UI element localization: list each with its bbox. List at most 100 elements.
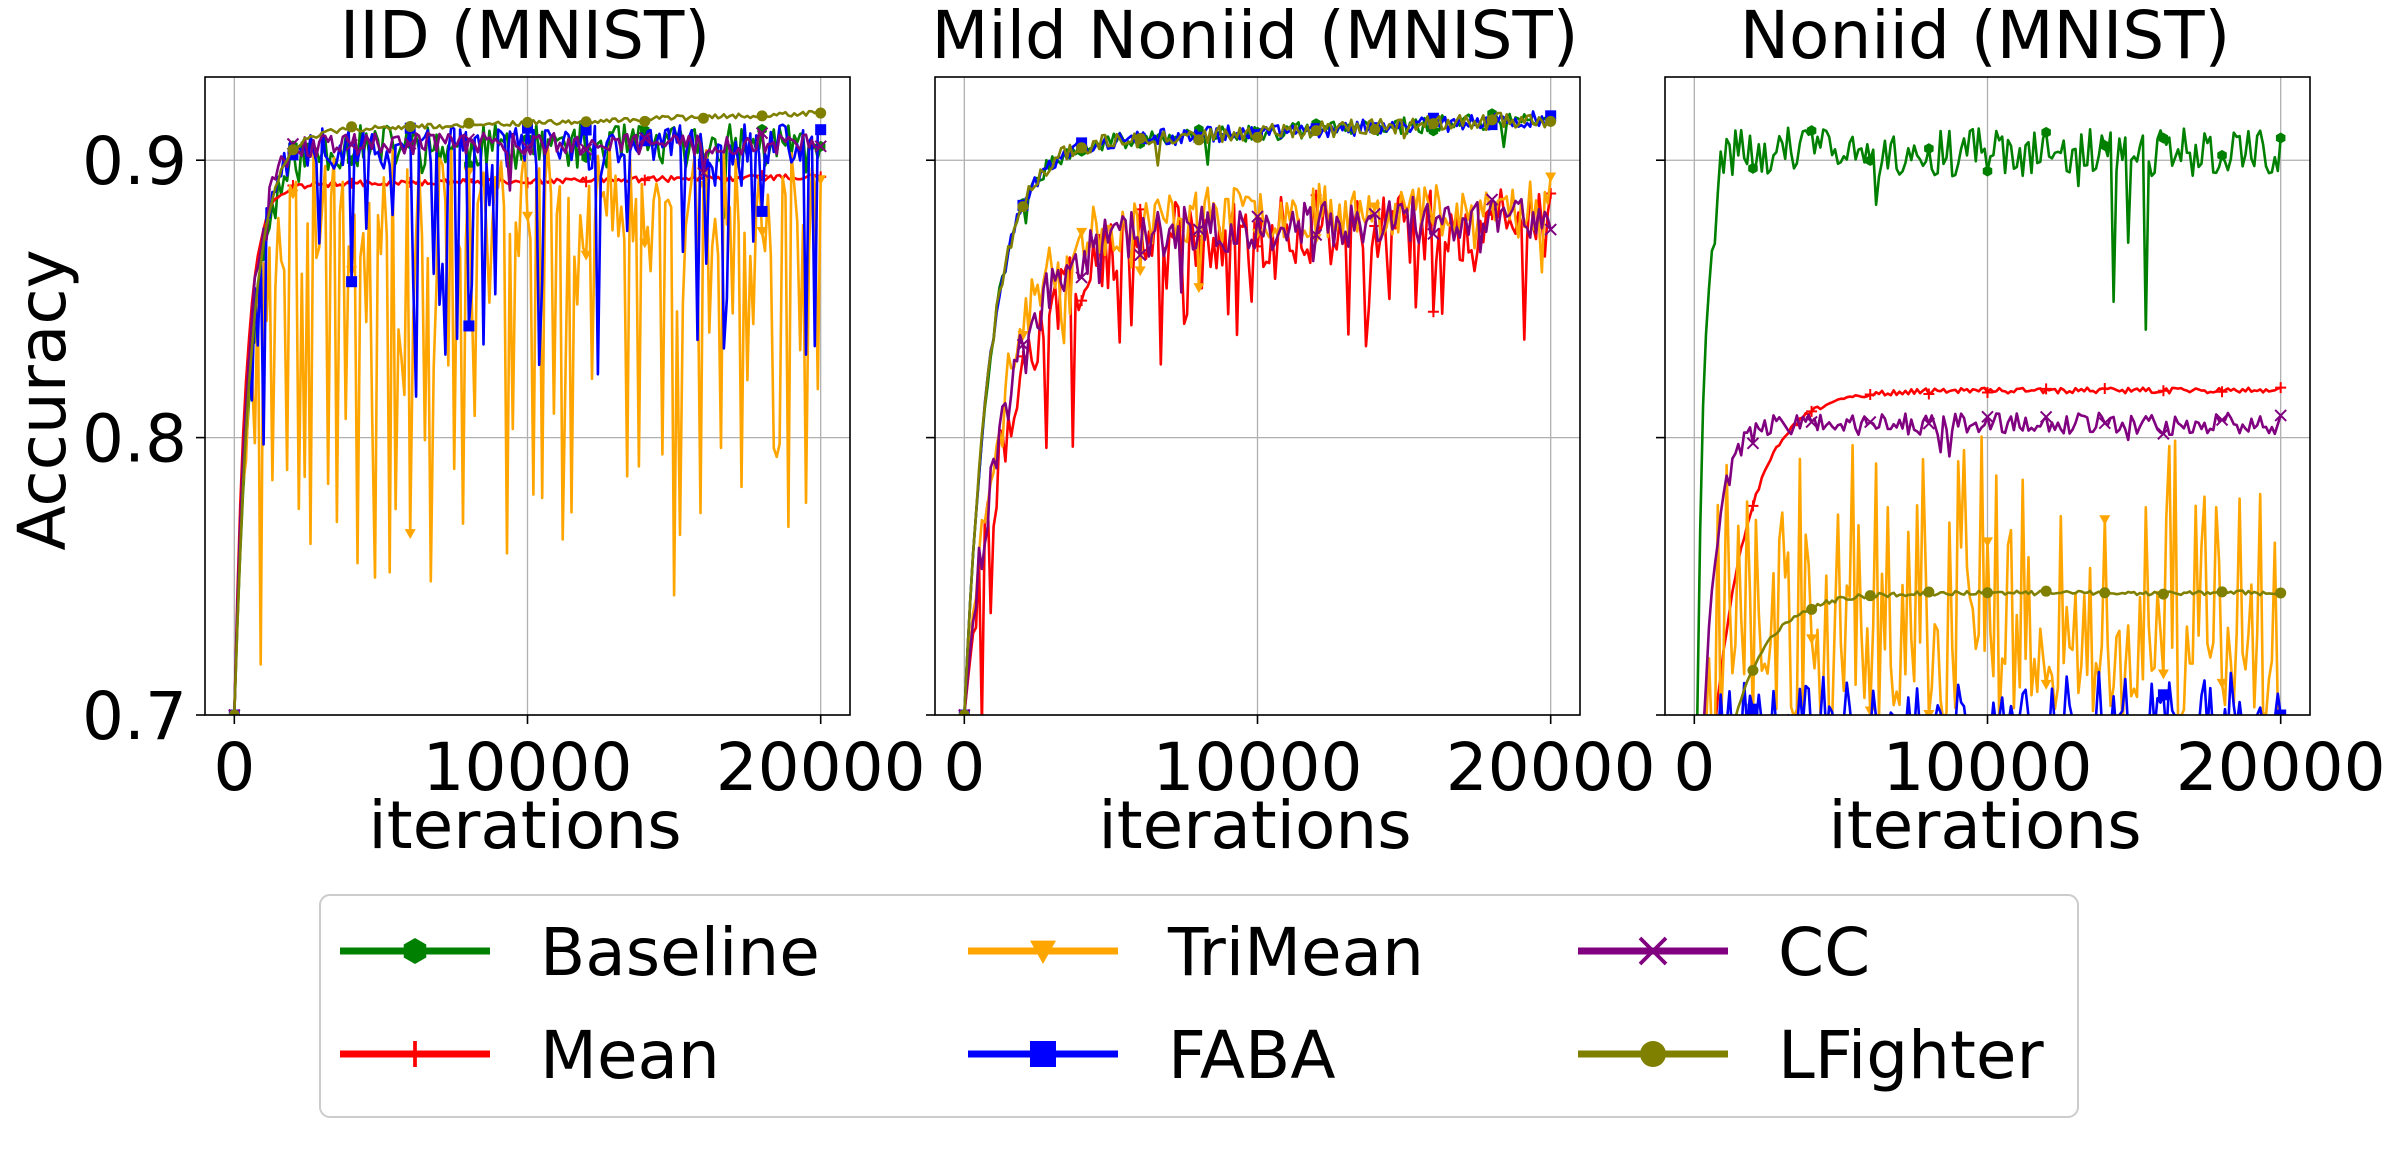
series-marker-cc bbox=[345, 138, 358, 152]
series-marker-cc bbox=[2098, 416, 2111, 430]
series-marker-cc bbox=[755, 126, 769, 140]
series-marker-mean bbox=[2157, 385, 2169, 397]
series-marker-lfighter bbox=[697, 112, 709, 124]
series-marker-lfighter bbox=[1747, 664, 1759, 676]
series-marker-lfighter bbox=[463, 117, 475, 129]
series-marker-trimean bbox=[2099, 515, 2111, 526]
series-marker-lfighter bbox=[287, 144, 299, 156]
series-marker-cc bbox=[638, 131, 651, 145]
panel-mild-noniid: Mild Noniid (MNIST) iterations 0 10000 200… bbox=[926, 0, 1656, 864]
series-marker-lfighter bbox=[1982, 587, 1993, 599]
legend-entry-cc: CC bbox=[1578, 914, 1870, 991]
series-marker-lfighter bbox=[404, 120, 416, 132]
series-marker-mean bbox=[1747, 500, 1759, 512]
panel-title: Mild Noniid (MNIST) bbox=[931, 0, 1578, 74]
series-marker-cc bbox=[404, 137, 417, 150]
series-marker-cc bbox=[521, 141, 534, 154]
series-marker-trimean bbox=[287, 189, 299, 200]
legend-marker bbox=[1640, 1041, 1666, 1067]
series-marker-lfighter bbox=[958, 709, 970, 715]
series-marker-lfighter bbox=[1486, 114, 1498, 126]
series-marker-cc bbox=[1075, 271, 1088, 284]
series-marker-lfighter bbox=[756, 110, 768, 122]
series-marker-trimean bbox=[1134, 266, 1146, 277]
series-marker-mean bbox=[2275, 382, 2287, 394]
series-marker-cc bbox=[462, 133, 476, 146]
series-marker-mean bbox=[639, 174, 651, 186]
series-marker-cc bbox=[1485, 193, 1499, 206]
series-marker-baseline bbox=[1982, 165, 1993, 177]
series-marker-cc bbox=[814, 140, 827, 153]
panel-title: Noniid (MNIST) bbox=[1740, 0, 2231, 74]
legend-label: TriMean bbox=[1167, 914, 1424, 991]
series-marker-lfighter bbox=[346, 121, 358, 133]
series-marker-baseline bbox=[1865, 154, 1875, 166]
x-axis-label: iterations bbox=[1828, 787, 2141, 864]
legend-label: LFighter bbox=[1778, 1017, 2044, 1094]
series-marker-trimean bbox=[1806, 634, 1818, 645]
series-marker-cc bbox=[2039, 410, 2053, 424]
y-axis-label: Accuracy bbox=[4, 249, 81, 550]
series-marker-cc bbox=[579, 143, 593, 156]
series-marker-baseline bbox=[2217, 149, 2227, 161]
series-group bbox=[228, 107, 827, 715]
legend-entry-trimean: TriMean bbox=[968, 914, 1424, 991]
series-marker-lfighter bbox=[2040, 585, 2052, 597]
series-marker-mean bbox=[580, 176, 592, 188]
series-marker-lfighter bbox=[522, 116, 533, 128]
legend-label: Mean bbox=[540, 1017, 720, 1094]
series-marker-cc bbox=[1922, 417, 1936, 430]
series-marker-cc bbox=[1134, 248, 1147, 262]
series-marker-lfighter bbox=[2216, 586, 2228, 598]
legend-marker bbox=[403, 938, 427, 964]
series-marker-cc bbox=[1427, 227, 1440, 241]
panel-iid: IID (MNIST) iterations 0 10000 20000 0.7 0.8… bbox=[82, 0, 926, 864]
series-marker-trimean bbox=[2157, 669, 2169, 680]
series-marker-mean bbox=[2040, 383, 2052, 395]
series-marker-faba bbox=[2275, 709, 2287, 715]
series-marker-lfighter bbox=[580, 116, 592, 128]
series-marker-cc bbox=[1251, 210, 1264, 223]
series-marker-lfighter bbox=[2275, 587, 2287, 599]
legend-marker bbox=[1030, 1041, 1056, 1067]
series-marker-cc bbox=[1544, 223, 1557, 236]
y-tick-label: 0.8 bbox=[82, 401, 187, 478]
legend: Baseline Mean TriMean FABA CC LFighter bbox=[319, 894, 2079, 1118]
series-marker-trimean bbox=[2040, 679, 2052, 690]
y-tick-label: 0.9 bbox=[82, 123, 187, 200]
series-marker-cc bbox=[1864, 415, 1877, 429]
series-marker-mean bbox=[346, 177, 358, 189]
series-marker-trimean bbox=[1923, 710, 1935, 715]
series-marker-cc bbox=[2274, 409, 2287, 422]
series-group bbox=[958, 108, 1557, 715]
x-tick-label: 20000 bbox=[2176, 729, 2386, 806]
series-marker-mean bbox=[2099, 382, 2111, 394]
series-marker-lfighter bbox=[2099, 587, 2111, 599]
series-marker-mean bbox=[756, 170, 768, 182]
series-marker-baseline bbox=[1924, 143, 1934, 155]
series-marker-mean bbox=[1864, 389, 1876, 401]
series-marker-baseline bbox=[1748, 162, 1758, 174]
legend-marker bbox=[1030, 940, 1056, 964]
x-tick-label: 0 bbox=[943, 729, 985, 806]
series-marker-cc bbox=[1368, 207, 1381, 221]
series-marker-mean bbox=[2216, 386, 2228, 398]
series-marker-baseline bbox=[2041, 126, 2051, 138]
x-tick-label: 20000 bbox=[716, 729, 926, 806]
series-marker-baseline bbox=[2158, 132, 2169, 144]
series-group bbox=[1696, 125, 2287, 715]
series-marker-mean bbox=[1427, 306, 1439, 318]
series-marker-trimean bbox=[2216, 678, 2228, 689]
series-marker-faba bbox=[580, 124, 592, 136]
series-marker-trimean bbox=[639, 238, 651, 249]
legend-marker bbox=[402, 1041, 428, 1067]
series-marker-faba bbox=[463, 320, 475, 332]
series-marker-faba bbox=[815, 124, 827, 136]
x-tick-label: 10000 bbox=[1883, 729, 2093, 806]
series-marker-trimean bbox=[1076, 227, 1088, 238]
series-marker-cc bbox=[2215, 413, 2229, 427]
series-marker-mean bbox=[1923, 388, 1935, 400]
series-marker-trimean bbox=[1545, 172, 1557, 183]
series-marker-cc bbox=[1016, 338, 1030, 351]
series-marker-lfighter bbox=[1923, 586, 1935, 598]
